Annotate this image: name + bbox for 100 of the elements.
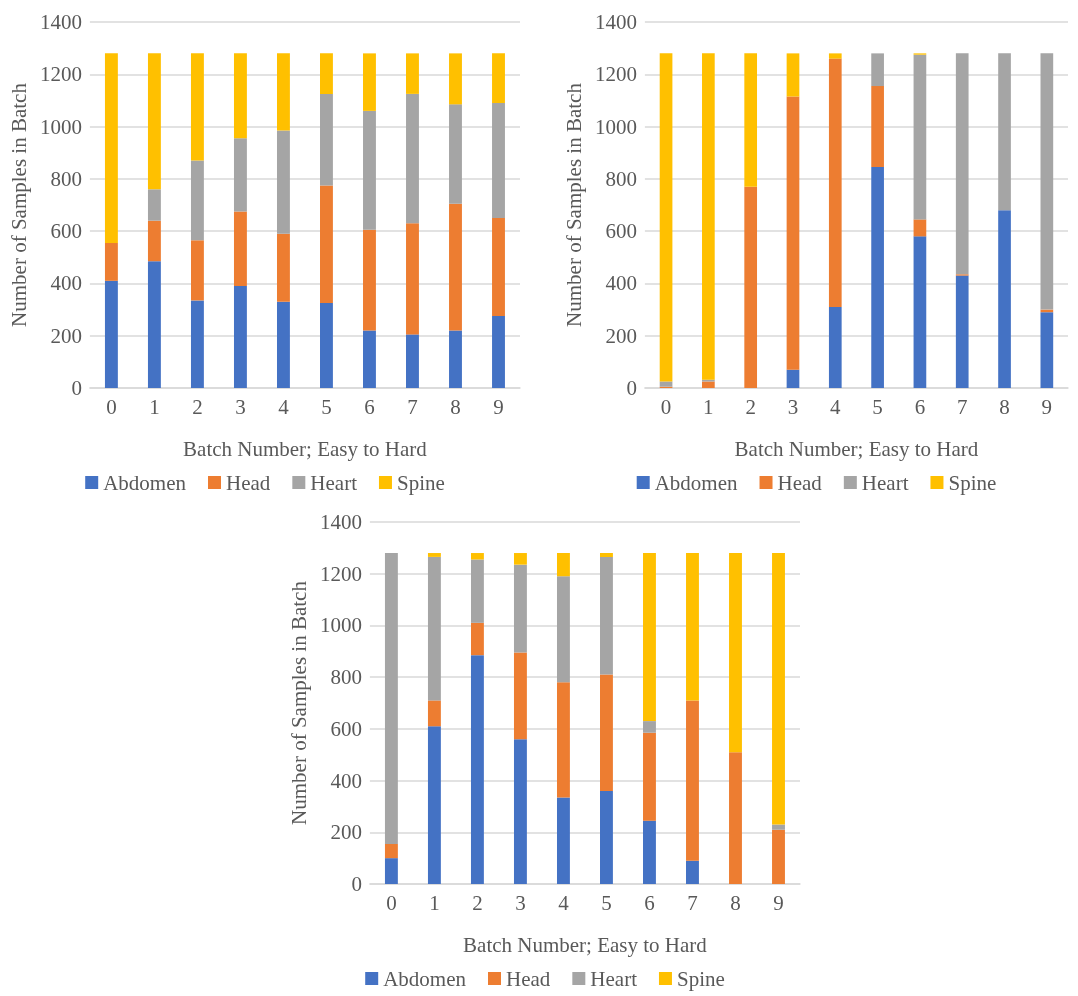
bar <box>363 110 376 230</box>
bar <box>556 797 570 884</box>
legend-label: Abdomen <box>103 470 187 495</box>
bar <box>427 553 441 557</box>
x-tick-label: 3 <box>235 394 246 419</box>
bar <box>729 752 742 884</box>
x-tick-label: 9 <box>1041 394 1053 419</box>
bar <box>492 103 505 219</box>
bar <box>686 860 699 884</box>
bar <box>470 655 484 884</box>
x-axis-title: Batch Number; Easy to Hard <box>183 436 428 461</box>
x-tick-label: 4 <box>830 394 842 419</box>
x-tick-label: 8 <box>999 394 1010 419</box>
x-tick-label: 3 <box>787 394 799 419</box>
bar <box>643 732 656 821</box>
bar <box>104 53 118 243</box>
x-tick-label: 3 <box>515 890 526 915</box>
x-axis-title: Batch Number; Easy to Hard <box>463 932 708 957</box>
y-tick-label: 1400 <box>594 10 637 34</box>
y-tick-label: 0 <box>71 376 82 400</box>
bar <box>786 369 800 388</box>
y-tick-label: 1200 <box>39 62 82 87</box>
bar <box>998 210 1011 388</box>
x-tick-label: 4 <box>278 394 290 419</box>
y-tick-label: 1000 <box>594 114 637 139</box>
bar <box>643 553 656 722</box>
bar <box>427 700 441 727</box>
bar <box>702 381 715 388</box>
bar <box>955 53 969 275</box>
bar <box>955 275 969 388</box>
bar <box>320 185 333 304</box>
y-tick-label: 1000 <box>319 613 362 638</box>
bar <box>147 220 161 262</box>
legend-label: Spine <box>676 966 725 991</box>
bar <box>363 229 376 331</box>
bar <box>233 53 247 139</box>
bar <box>449 104 462 204</box>
bar <box>772 553 785 825</box>
y-tick-label: 1400 <box>319 510 362 534</box>
bar <box>492 218 505 317</box>
bar <box>744 186 758 388</box>
bar <box>686 553 699 701</box>
bar <box>384 843 398 859</box>
x-tick-label: 7 <box>407 394 418 419</box>
y-tick-label: 600 <box>330 716 362 741</box>
x-tick-label: 0 <box>106 394 117 419</box>
bar <box>276 130 290 234</box>
y-tick-label: 200 <box>50 323 82 348</box>
y-tick-label: 1000 <box>39 114 82 139</box>
bar <box>427 556 441 701</box>
bar <box>363 53 376 111</box>
y-axis-title: Number of Samples in Batch <box>561 82 586 327</box>
x-tick-label: 4 <box>558 890 570 915</box>
bar <box>1040 53 1054 310</box>
x-tick-label: 5 <box>872 394 883 419</box>
bar <box>828 58 842 307</box>
bar <box>190 53 204 161</box>
x-tick-label: 5 <box>601 890 612 915</box>
legend-label: Heart <box>861 470 909 495</box>
x-tick-label: 5 <box>321 394 332 419</box>
bar <box>492 316 505 388</box>
bar <box>600 790 613 884</box>
x-axis-title: Batch Number; Easy to Hard <box>734 436 979 461</box>
legend-label: Head <box>506 966 551 991</box>
bar <box>828 306 842 388</box>
y-tick-label: 800 <box>330 665 362 690</box>
x-tick-label: 1 <box>149 394 160 419</box>
x-tick-label: 9 <box>493 394 504 419</box>
bar <box>871 86 884 168</box>
bar <box>147 53 161 190</box>
bar <box>659 381 673 387</box>
x-tick-label: 6 <box>644 890 655 915</box>
bar <box>276 301 290 388</box>
y-tick-label: 0 <box>351 872 362 896</box>
bar <box>513 652 527 740</box>
bar <box>384 553 398 844</box>
legend-label: Head <box>226 470 271 495</box>
bar <box>772 829 785 884</box>
bar <box>449 330 462 388</box>
y-tick-label: 800 <box>605 166 637 191</box>
x-tick-label: 7 <box>956 394 968 419</box>
x-tick-label: 2 <box>192 394 203 419</box>
bar <box>470 622 484 656</box>
x-tick-label: 2 <box>472 890 483 915</box>
x-tick-label: 8 <box>450 394 461 419</box>
bar <box>702 53 715 380</box>
bar <box>686 700 699 861</box>
legend-label: Abdomen <box>654 470 739 495</box>
legend-label: Head <box>777 470 823 495</box>
bar <box>449 203 462 331</box>
y-tick-label: 1200 <box>319 561 362 586</box>
bar <box>470 553 484 560</box>
y-axis-title: Number of Samples in Batch <box>6 82 31 327</box>
bar <box>276 233 290 302</box>
bar <box>556 576 570 683</box>
bar <box>786 53 800 97</box>
legend-label: Abdomen <box>383 966 467 991</box>
x-tick-label: 0 <box>386 890 397 915</box>
bar <box>744 53 758 187</box>
bar <box>104 242 118 281</box>
